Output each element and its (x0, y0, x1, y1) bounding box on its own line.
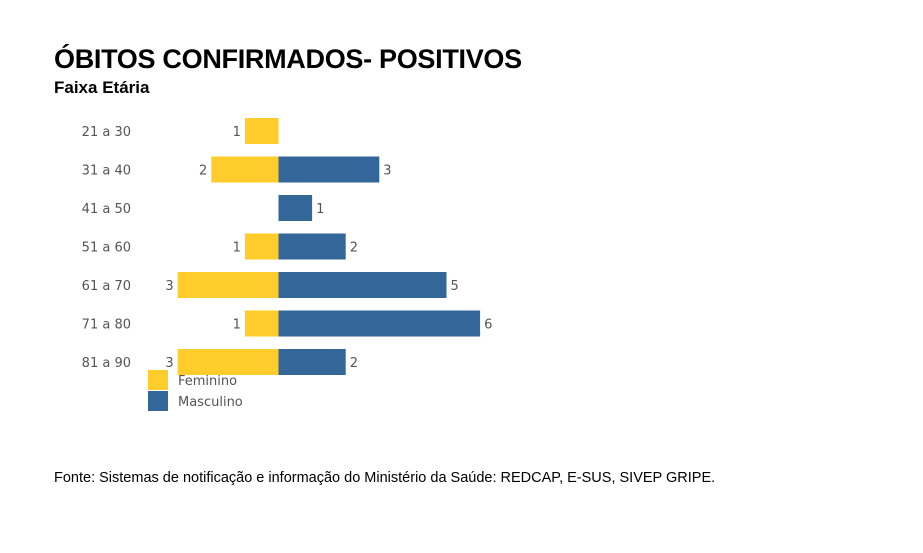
value-label-masculino: 2 (350, 241, 358, 256)
chart-subtitle: Faixa Etária (54, 78, 150, 97)
legend-label-feminino: Feminino (178, 374, 237, 389)
value-label-masculino: 1 (316, 202, 324, 217)
legend-label-masculino: Masculino (178, 395, 243, 410)
bar-masculino (278, 195, 313, 221)
bar-masculino (278, 310, 481, 337)
bar-feminino (244, 118, 279, 144)
bar-masculino (278, 233, 346, 260)
value-label-feminino: 2 (199, 164, 207, 179)
category-label: 81 a 90 (82, 356, 131, 371)
bar-feminino (177, 272, 279, 298)
bar-feminino (244, 310, 279, 337)
value-label-masculino: 2 (350, 356, 358, 371)
value-label-masculino: 3 (383, 164, 391, 179)
bar-feminino (211, 156, 279, 183)
value-label-masculino: 5 (451, 279, 459, 294)
value-label-feminino: 1 (233, 318, 241, 333)
source-note: Fonte: Sistemas de notificação e informa… (54, 470, 716, 486)
bar-masculino (278, 272, 447, 298)
bar-masculino (278, 349, 346, 375)
value-label-masculino: 6 (484, 318, 492, 333)
category-label: 31 a 40 (82, 164, 131, 179)
category-label: 61 a 70 (82, 279, 131, 294)
category-label: 21 a 30 (82, 125, 131, 140)
value-label-feminino: 1 (233, 241, 241, 256)
legend-swatch-masculino (148, 391, 168, 411)
category-label: 71 a 80 (82, 318, 131, 333)
value-label-feminino: 1 (233, 125, 241, 140)
value-label-feminino: 3 (165, 279, 173, 294)
value-label-feminino: 3 (165, 356, 173, 371)
bar-feminino (177, 349, 279, 375)
category-label: 41 a 50 (82, 202, 131, 217)
legend-swatch-feminino (148, 370, 168, 390)
chart-title: ÓBITOS CONFIRMADOS- POSITIVOS (54, 44, 522, 74)
bar-masculino (278, 156, 380, 183)
category-label: 51 a 60 (82, 241, 131, 256)
bar-feminino (244, 233, 279, 260)
